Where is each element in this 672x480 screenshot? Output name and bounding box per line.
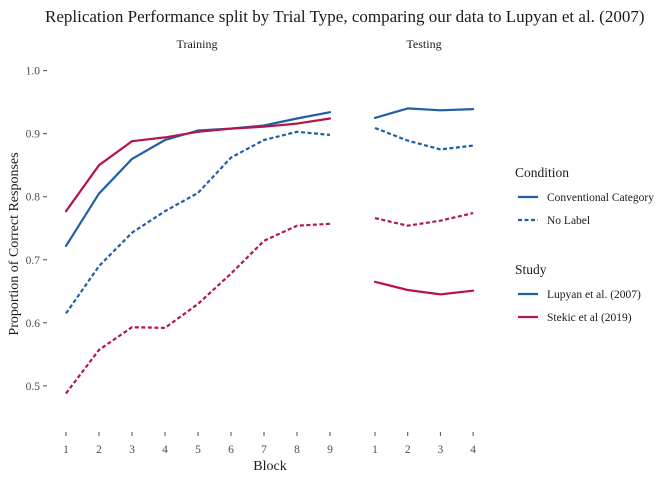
panel-strip-label: Training	[177, 37, 218, 51]
series-line-lupyan-conventional	[64, 111, 332, 247]
panel-strip-label: Testing	[406, 37, 441, 51]
x-tick-label: 9	[327, 444, 333, 456]
y-axis-title: Proportion of Correct Responses	[7, 152, 22, 335]
x-tick-label: 3	[129, 444, 135, 456]
x-tick-label: 6	[228, 444, 234, 456]
panels: Training 1 2 3 4 5 6 7 8 9 Testing 1 2 3 4	[63, 37, 476, 456]
x-tick-label: 1	[372, 444, 378, 456]
x-axis-title: Block	[253, 459, 286, 474]
y-tick-label: 1.0	[26, 66, 41, 78]
legend-title: Condition	[515, 165, 569, 180]
legend-condition: Condition Conventional Category No Label	[515, 165, 654, 227]
y-tick-label: 0.6	[26, 318, 41, 330]
legend-title: Study	[515, 262, 547, 277]
x-tick-label: 4	[470, 444, 476, 456]
x-tick-label: 3	[438, 444, 444, 456]
panel-testing: Testing 1 2 3 4	[372, 37, 476, 456]
series-line-stekic-no-label	[374, 212, 474, 227]
panel-training: Training 1 2 3 4 5 6 7 8 9	[63, 37, 333, 456]
y-axis: 0.5 0.6 0.7 0.8 0.9 1.0	[26, 66, 47, 393]
x-tick-label: 5	[195, 444, 201, 456]
series-line-stekic-conventional	[373, 280, 475, 296]
y-tick-label: 0.5	[26, 381, 41, 393]
x-tick-label: 8	[294, 444, 300, 456]
legends: Condition Conventional Category No Label St…	[515, 165, 654, 324]
series-line-lupyan-no-label	[65, 130, 331, 315]
y-tick-label: 0.8	[26, 192, 41, 204]
x-tick-label: 2	[405, 444, 411, 456]
y-tick-label: 0.7	[26, 255, 41, 267]
x-tick-label: 7	[261, 444, 267, 456]
legend-label: Lupyan et al. (2007)	[547, 289, 641, 301]
series-line-stekic-no-label	[65, 222, 331, 395]
legend-label: Conventional Category	[547, 192, 654, 204]
x-tick-label: 1	[63, 444, 69, 456]
x-tick-label: 2	[96, 444, 102, 456]
y-tick-label: 0.9	[26, 129, 41, 141]
chart-title: Replication Performance split by Trial T…	[45, 7, 645, 26]
series-line-lupyan-no-label	[374, 126, 474, 151]
x-tick-label: 4	[162, 444, 168, 456]
series-line-lupyan-conventional	[373, 107, 475, 120]
legend-label: Stekic et al (2019)	[547, 312, 632, 324]
series-line-stekic-conventional	[64, 117, 332, 213]
legend-label: No Label	[547, 215, 590, 227]
